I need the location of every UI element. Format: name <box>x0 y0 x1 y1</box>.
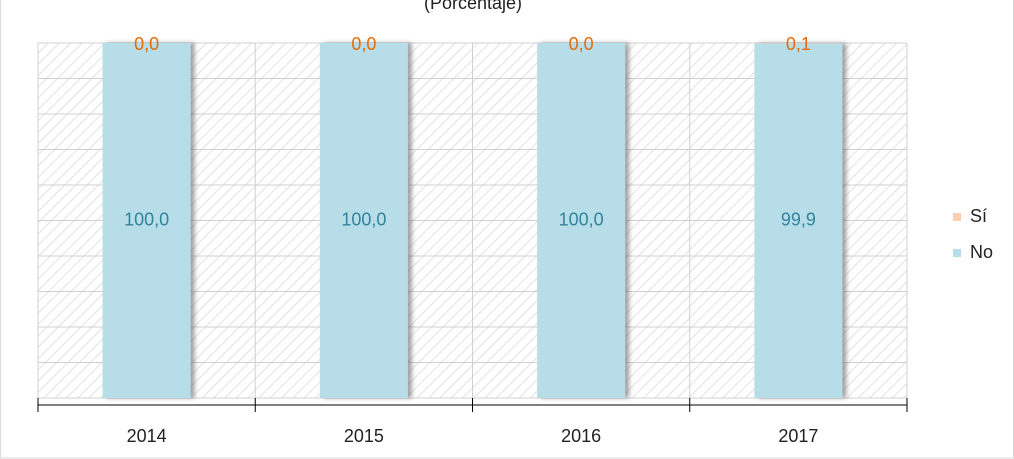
data-label: 99,9 <box>781 209 816 229</box>
bar-segment <box>319 43 408 398</box>
data-label: 100,0 <box>124 209 169 229</box>
bar-segment <box>754 43 843 398</box>
legend-swatch <box>953 213 961 221</box>
x-tick-label: 2014 <box>127 426 167 446</box>
data-label: 0,0 <box>134 34 159 54</box>
data-label: 0,1 <box>786 34 811 54</box>
bar-segment <box>537 43 626 398</box>
x-tick-label: 2015 <box>344 426 384 446</box>
data-label: 100,0 <box>559 209 604 229</box>
data-label: 100,0 <box>341 209 386 229</box>
x-tick-label: 2016 <box>561 426 601 446</box>
data-label: 0,0 <box>569 34 594 54</box>
legend-swatch <box>953 249 961 257</box>
data-label: 0,0 <box>351 34 376 54</box>
x-tick-label: 2017 <box>778 426 818 446</box>
legend-label: No <box>970 242 993 262</box>
bar-segment <box>102 43 191 398</box>
legend-label: Sí <box>970 206 987 226</box>
chart-title: (Porcentaje) <box>424 0 522 13</box>
